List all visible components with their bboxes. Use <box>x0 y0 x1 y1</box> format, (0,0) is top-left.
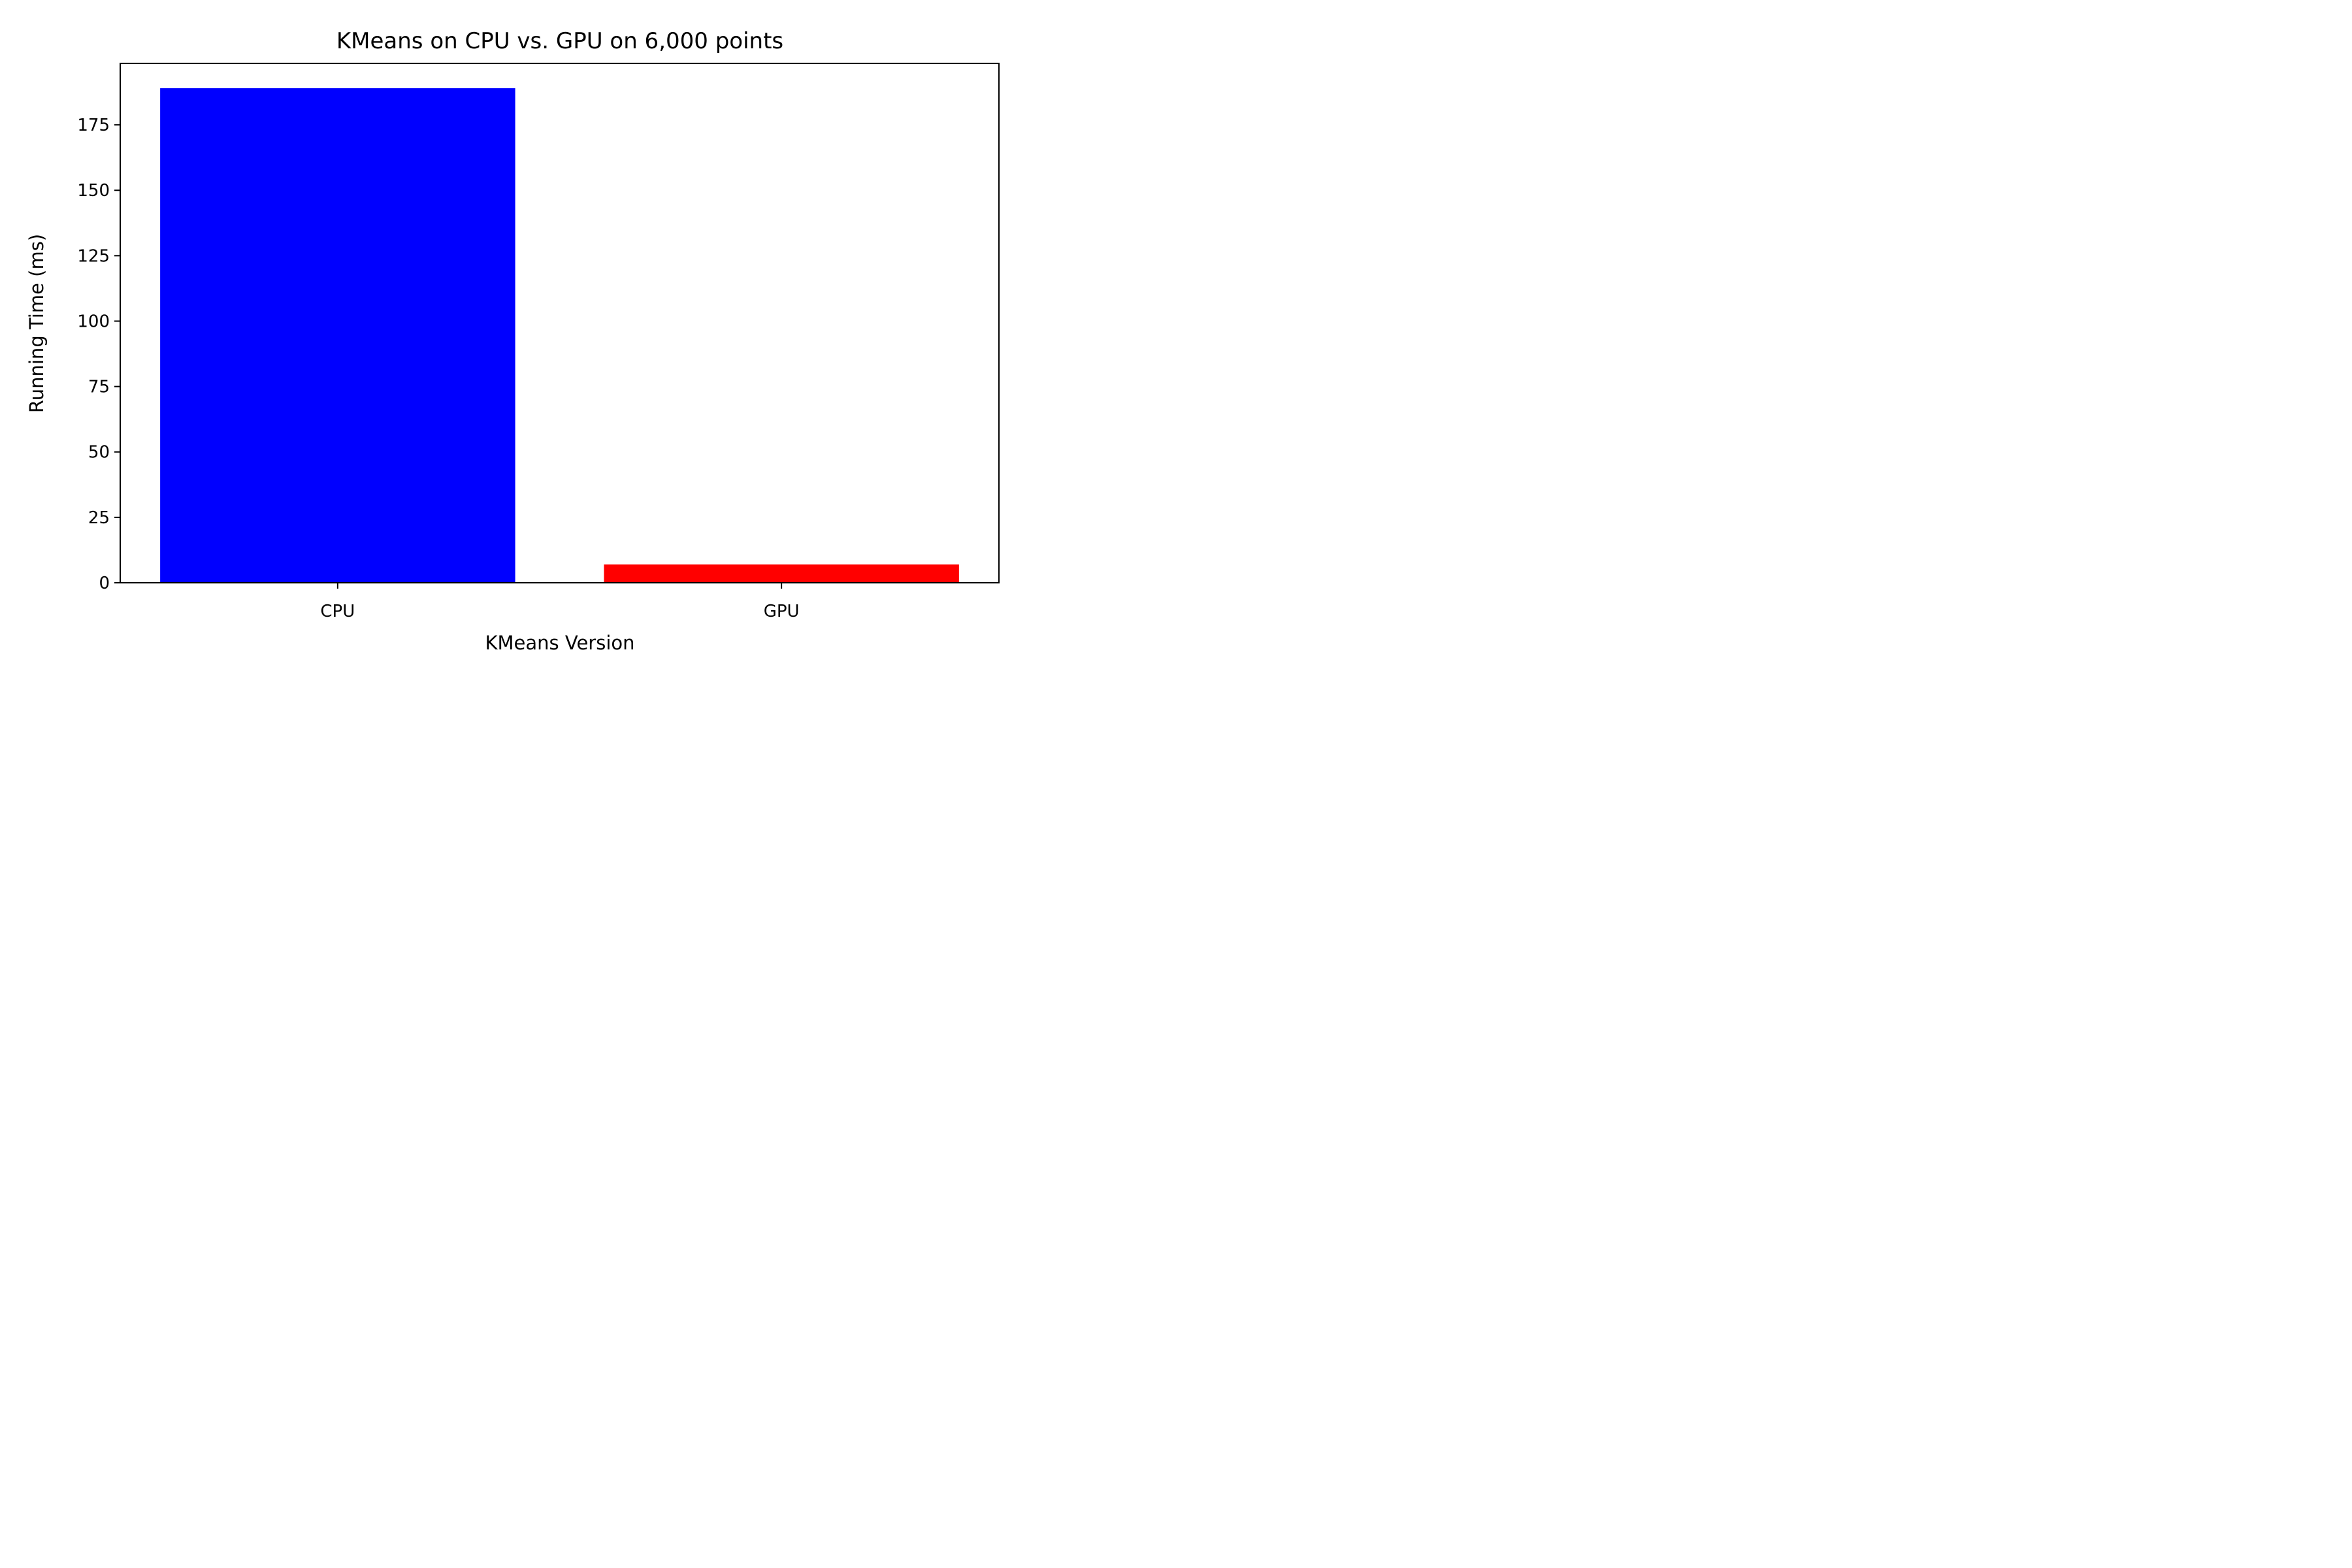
chart-title: KMeans on CPU vs. GPU on 6,000 points <box>336 28 783 54</box>
y-tick-label: 25 <box>88 508 110 528</box>
y-tick-label: 175 <box>77 116 110 135</box>
y-tick-label: 100 <box>77 312 110 331</box>
y-tick-label: 75 <box>88 378 110 397</box>
x-axis-ticks: CPU GPU <box>320 583 800 621</box>
y-axis-label: Running Time (ms) <box>25 234 48 413</box>
y-tick-label: 125 <box>77 246 110 266</box>
plot-frame <box>120 63 1000 583</box>
bar-gpu <box>604 564 959 583</box>
x-tick-label: CPU <box>320 602 355 621</box>
x-axis-label: KMeans Version <box>485 632 635 654</box>
bar-cpu <box>160 88 515 583</box>
bars-group <box>160 88 959 583</box>
y-tick-label: 50 <box>88 443 110 463</box>
bar-chart: KMeans on CPU vs. GPU on 6,000 points 0 2… <box>25 28 1000 654</box>
x-tick-label: GPU <box>764 602 800 621</box>
y-axis-ticks: 0 25 50 75 100 125 150 175 <box>77 116 120 593</box>
y-tick-label: 0 <box>99 574 110 593</box>
y-tick-label: 150 <box>77 181 110 201</box>
